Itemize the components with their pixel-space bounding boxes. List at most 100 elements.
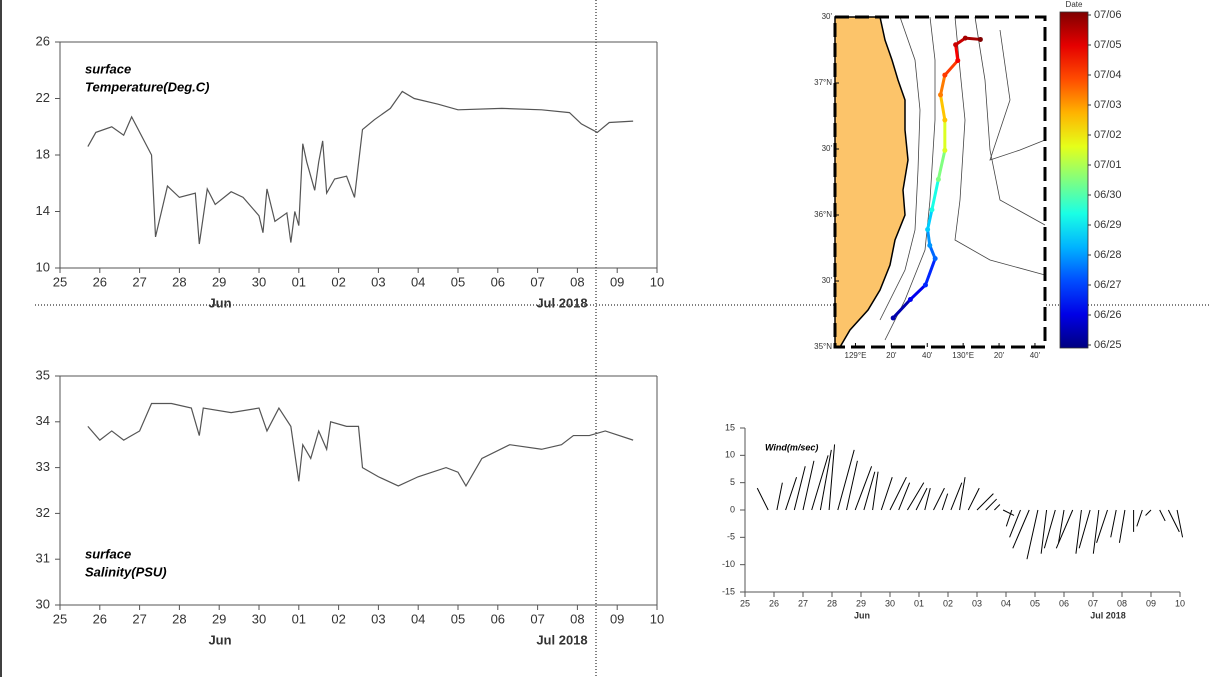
x-tick-label: 03 [371,611,385,626]
track-segment [930,179,940,211]
colorbar-label: 06/26 [1094,309,1122,321]
colorbar-label: 06/27 [1094,279,1122,291]
wind-stick [846,460,858,511]
y-tick-label: -15 [722,586,735,596]
data-line [87,90,634,245]
x-tick-label: 10 [650,611,664,626]
wind-stick [959,477,966,511]
x-tick-label: 05 [451,274,465,289]
month-label: Jun [208,295,231,310]
track-point [925,227,931,233]
wind-stick [863,471,876,511]
track-point [890,315,896,321]
track-segment [892,298,912,319]
wind-stick [1055,509,1074,549]
wind-stick [1159,509,1166,522]
wind-stick [785,477,798,511]
y-tick-label: 30 [36,596,50,611]
x-tick-label: 04 [1001,598,1011,608]
wind-stick [828,444,836,511]
map-background [834,16,1046,348]
wind-stick [898,482,911,511]
x-tick-label: 08 [1117,598,1127,608]
x-tick-label: 04 [411,274,425,289]
track-point [932,256,938,262]
wind-stick [1005,509,1013,527]
x-tick-label: 06 [1059,598,1069,608]
y-tick-label: 35 [36,367,50,382]
track-point [938,92,944,98]
x-tick-label: 28 [172,611,186,626]
wind-stick [994,504,1001,511]
x-tick-label: 02 [331,274,345,289]
track-segment [909,283,927,301]
wind-stick [1026,509,1039,560]
x-tick-label: 06 [491,611,505,626]
month-label: Jul 2018 [536,295,587,310]
y-tick-label: 30' [822,144,833,153]
wind-stick [976,493,994,511]
wind-stick [1040,509,1048,554]
x-tick-label: 27 [798,598,808,608]
month-label: Jun [854,610,870,620]
track-segment [926,209,934,230]
x-tick-label: 01 [914,598,924,608]
month-label: Jun [208,632,231,647]
y-tick-label: 18 [36,146,50,161]
y-tick-label: 15 [725,422,735,432]
wind-stick [924,488,931,511]
x-tick-label: 02 [331,611,345,626]
colorbar-label: 07/01 [1094,159,1122,171]
x-tick-label: 07 [530,611,544,626]
colorbar-label: 07/05 [1094,39,1122,51]
y-tick-label: 22 [36,90,50,105]
track-segment [965,36,981,41]
x-tick-label: 09 [610,274,624,289]
y-tick-label: 36°N [814,210,832,219]
wind-stick [1092,509,1100,554]
y-tick-label: 10 [725,450,735,460]
y-tick-label: 0 [730,504,735,514]
track-point [955,58,961,64]
wind-stick [1118,509,1126,543]
colorbar-label: 07/04 [1094,69,1122,81]
x-tick-label: 20' [994,351,1005,360]
colorbar-label: 07/02 [1094,129,1122,141]
x-tick-label: 20' [886,351,897,360]
x-tick-label: 28 [172,274,186,289]
colorbar-label: 07/06 [1094,9,1122,21]
wind-stick [1058,509,1065,543]
wind-stick [793,466,806,511]
wind-stick [1012,509,1030,549]
x-tick-label: 27 [132,611,146,626]
y-tick-label: 31 [36,551,50,566]
annotation: Wind(m/sec) [765,442,818,452]
wind-stick [1110,509,1117,538]
x-tick-label: 26 [93,611,107,626]
wind-stick [985,498,997,511]
x-tick-label: 04 [411,611,425,626]
x-tick-label: 30 [885,598,895,608]
wind-stick [811,455,829,511]
x-tick-label: 28 [827,598,837,608]
wind-stick [1075,509,1082,554]
track-segment [936,149,947,180]
track-segment [926,229,932,246]
track-segment [939,94,947,121]
x-tick-label: 02 [943,598,953,608]
track-point [907,296,913,302]
colorbar-label: 06/28 [1094,249,1122,261]
y-tick-label: 33 [36,459,50,474]
wind-stick [1136,509,1143,527]
annotation: Temperature(Deg.C) [85,79,209,94]
wind-stick [872,471,879,511]
x-tick-label: 30 [252,611,266,626]
track-segment [954,44,960,61]
wind-stick [819,449,832,511]
x-tick-label: 10 [1175,598,1185,608]
track-point [953,42,959,48]
x-tick-label: 08 [570,611,584,626]
x-tick-label: 10 [650,274,664,289]
y-tick-label: 14 [36,203,50,218]
